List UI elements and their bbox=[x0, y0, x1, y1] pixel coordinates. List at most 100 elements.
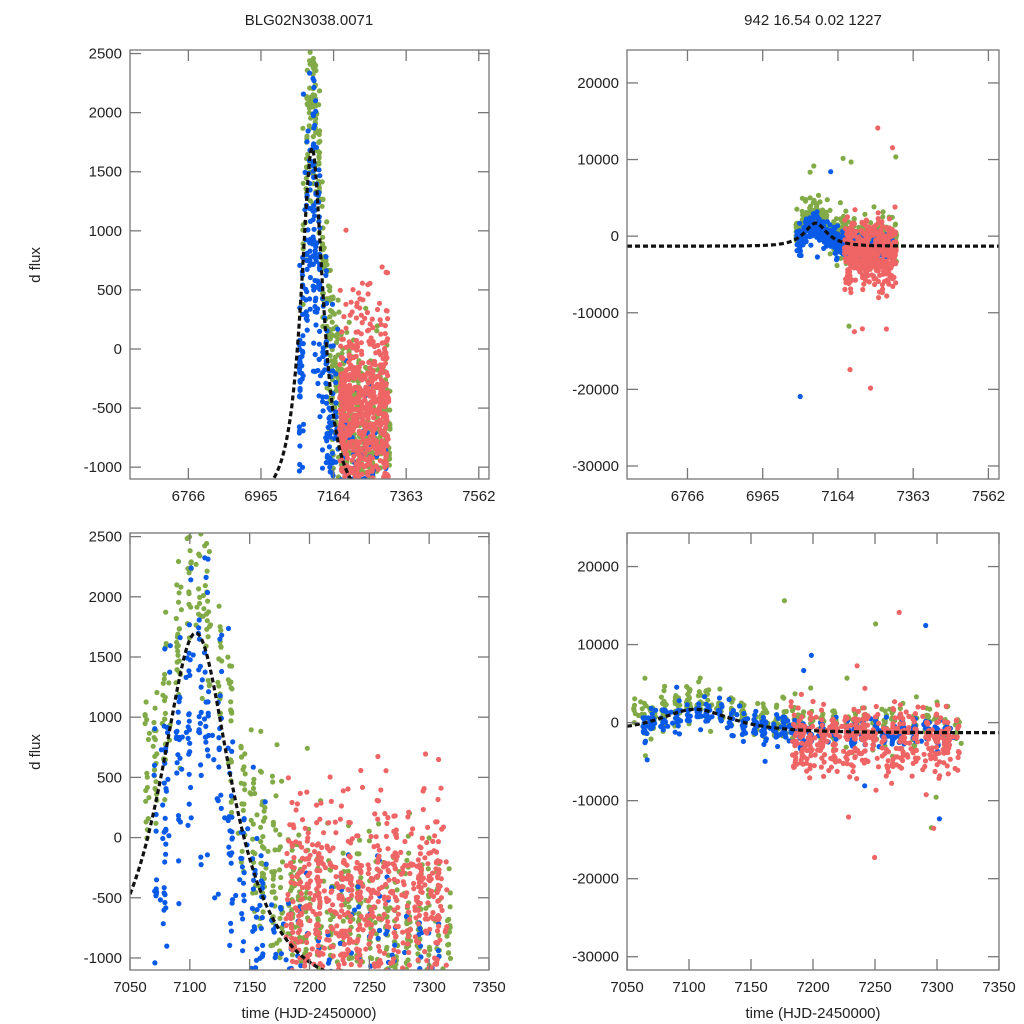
data-point bbox=[362, 490, 367, 495]
data-point bbox=[374, 486, 379, 491]
data-point bbox=[385, 316, 391, 322]
data-point bbox=[198, 684, 204, 690]
data-point bbox=[376, 397, 382, 404]
data-point bbox=[257, 955, 263, 961]
data-point bbox=[354, 563, 359, 568]
data-point bbox=[254, 835, 260, 842]
data-point bbox=[381, 950, 387, 956]
data-point bbox=[340, 512, 345, 517]
data-point bbox=[154, 689, 160, 696]
data-point bbox=[370, 490, 375, 495]
data-point bbox=[323, 272, 329, 278]
data-point bbox=[346, 904, 352, 910]
data-point bbox=[201, 650, 208, 656]
data-point bbox=[311, 340, 317, 346]
data-point bbox=[311, 849, 318, 855]
data-point bbox=[339, 373, 345, 380]
data-point bbox=[379, 420, 385, 426]
data-point bbox=[437, 1014, 442, 1019]
data-point bbox=[238, 855, 244, 862]
data-point bbox=[378, 600, 383, 605]
data-point bbox=[289, 847, 295, 853]
y-tick-label: 20000 bbox=[577, 75, 619, 92]
data-point bbox=[216, 683, 222, 689]
data-point bbox=[375, 935, 381, 941]
data-point bbox=[270, 822, 276, 828]
data-point bbox=[863, 217, 869, 223]
data-point bbox=[357, 505, 362, 510]
data-point bbox=[347, 382, 353, 388]
data-point bbox=[305, 151, 311, 157]
data-point bbox=[374, 506, 379, 511]
data-point bbox=[362, 610, 367, 615]
data-point bbox=[834, 262, 840, 269]
data-point bbox=[331, 977, 336, 982]
data-point bbox=[383, 557, 388, 562]
data-point bbox=[355, 565, 360, 570]
data-point bbox=[361, 607, 366, 612]
data-point bbox=[354, 496, 359, 501]
data-point bbox=[323, 400, 330, 406]
data-point bbox=[199, 695, 205, 702]
data-point bbox=[385, 562, 390, 567]
data-point bbox=[366, 480, 371, 485]
data-point bbox=[338, 534, 343, 539]
data-point bbox=[366, 866, 372, 872]
data-point bbox=[358, 514, 363, 519]
data-point bbox=[211, 757, 217, 763]
data-point bbox=[316, 341, 322, 347]
data-point bbox=[340, 918, 346, 924]
data-point bbox=[359, 659, 364, 664]
data-point bbox=[359, 731, 364, 736]
data-point bbox=[329, 319, 335, 325]
data-point bbox=[379, 264, 385, 270]
data-point bbox=[347, 927, 353, 933]
data-point bbox=[338, 466, 345, 472]
data-point bbox=[356, 497, 361, 502]
data-point bbox=[363, 624, 368, 629]
data-point bbox=[332, 554, 337, 559]
data-point bbox=[351, 647, 356, 652]
data-point bbox=[363, 384, 369, 390]
data-point bbox=[858, 252, 864, 258]
data-point bbox=[183, 674, 189, 681]
data-point bbox=[426, 835, 432, 841]
data-point bbox=[350, 287, 356, 293]
data-point bbox=[321, 262, 327, 268]
data-point bbox=[280, 999, 285, 1004]
data-point bbox=[363, 589, 368, 594]
data-point bbox=[377, 402, 383, 408]
data-point bbox=[216, 764, 222, 770]
data-point bbox=[273, 989, 278, 994]
data-point bbox=[383, 711, 388, 716]
data-point bbox=[425, 997, 430, 1002]
data-point bbox=[393, 973, 398, 978]
data-point bbox=[218, 627, 224, 634]
data-point bbox=[360, 563, 365, 568]
data-point bbox=[175, 652, 181, 658]
data-point bbox=[324, 381, 330, 387]
data-point bbox=[260, 909, 266, 915]
data-point bbox=[145, 736, 151, 743]
data-point bbox=[142, 720, 148, 727]
data-point bbox=[263, 865, 269, 871]
data-point bbox=[427, 947, 433, 953]
data-point bbox=[359, 433, 365, 439]
data-point bbox=[249, 905, 255, 912]
data-point bbox=[313, 68, 319, 74]
data-point bbox=[368, 421, 374, 427]
data-point bbox=[350, 447, 356, 453]
data-point bbox=[417, 925, 423, 932]
data-point bbox=[392, 942, 398, 948]
data-point bbox=[870, 232, 876, 238]
data-point bbox=[381, 508, 386, 513]
data-point bbox=[387, 1017, 392, 1022]
data-point bbox=[229, 748, 235, 755]
data-point bbox=[315, 278, 321, 284]
data-point bbox=[348, 597, 353, 602]
data-point bbox=[241, 892, 247, 898]
data-point bbox=[367, 497, 372, 502]
data-point bbox=[446, 1021, 451, 1024]
data-point bbox=[384, 619, 389, 624]
data-point bbox=[421, 786, 427, 792]
